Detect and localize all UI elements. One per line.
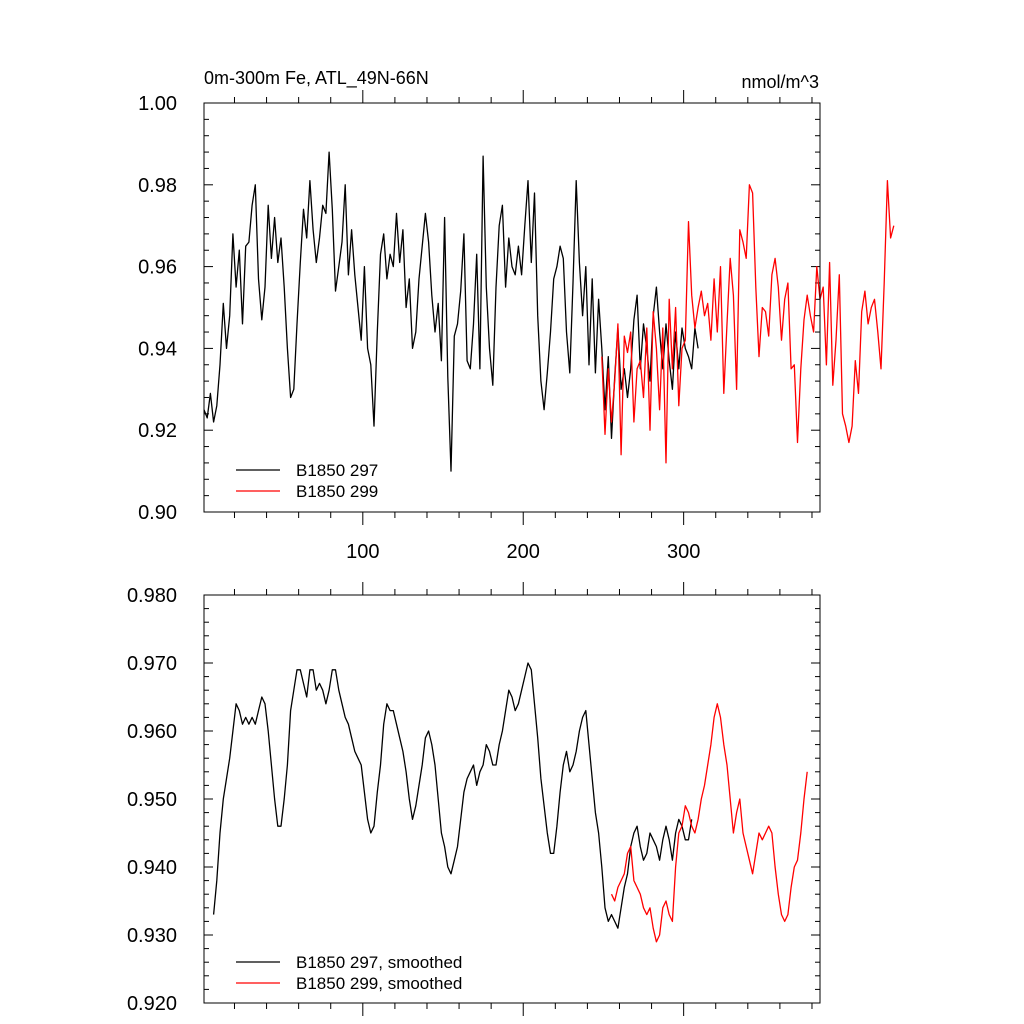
legend-label-b1850-297-smoothed: B1850 297, smoothed [296, 953, 462, 972]
y-tick-label: 0.920 [127, 993, 177, 1015]
units-label: nmol/m^3 [742, 72, 819, 92]
legend: B1850 297, smoothed B1850 299, smoothed [236, 953, 462, 993]
series-lines [203, 151, 895, 472]
plot-frame [203, 594, 821, 1004]
series-line-b1850-297 [203, 151, 699, 472]
series-line-b1850-299 [601, 180, 895, 464]
x-tick-label: 200 [507, 541, 540, 563]
legend: B1850 297 B1850 299 [236, 461, 378, 501]
y-tick-label: 0.960 [127, 721, 177, 743]
y-tick-label: 0.94 [138, 338, 177, 360]
y-tick-label: 0.970 [127, 653, 177, 675]
series-line-b1850-299-smoothed [610, 703, 808, 943]
y-tick-label: 0.92 [138, 420, 177, 442]
plot-frame [203, 102, 821, 513]
top-chart: 0m-300m Fe, ATL_49N-66N nmol/m^3 0.900.9… [138, 68, 895, 563]
y-tick-label: 0.98 [138, 175, 177, 197]
x-tick-label: 100 [346, 541, 379, 563]
tick-group: 0.920 0.930 0.940 0.950 0.960 0.970 0.980 [127, 582, 820, 1016]
tick-group: 0.90 0.92 0.94 0.96 0.98 1.00 100 200 300 [138, 90, 820, 563]
legend-label-b1850-299: B1850 299 [296, 482, 378, 501]
bottom-chart: 0.920 0.930 0.940 0.950 0.960 0.970 0.980 B185… [127, 582, 821, 1016]
series-line-b1850-297-smoothed [212, 662, 693, 929]
y-tick-label: 0.980 [127, 585, 177, 607]
y-tick-label: 0.90 [138, 502, 177, 524]
y-tick-label: 1.00 [138, 93, 177, 115]
y-tick-label: 0.96 [138, 257, 177, 279]
y-tick-label: 0.930 [127, 925, 177, 947]
x-tick-label: 300 [667, 541, 700, 563]
legend-label-b1850-297: B1850 297 [296, 461, 378, 480]
series-lines [212, 662, 808, 943]
legend-label-b1850-299-smoothed: B1850 299, smoothed [296, 974, 462, 993]
y-tick-label: 0.950 [127, 789, 177, 811]
y-tick-label: 0.940 [127, 857, 177, 879]
chart-title: 0m-300m Fe, ATL_49N-66N [204, 68, 429, 89]
